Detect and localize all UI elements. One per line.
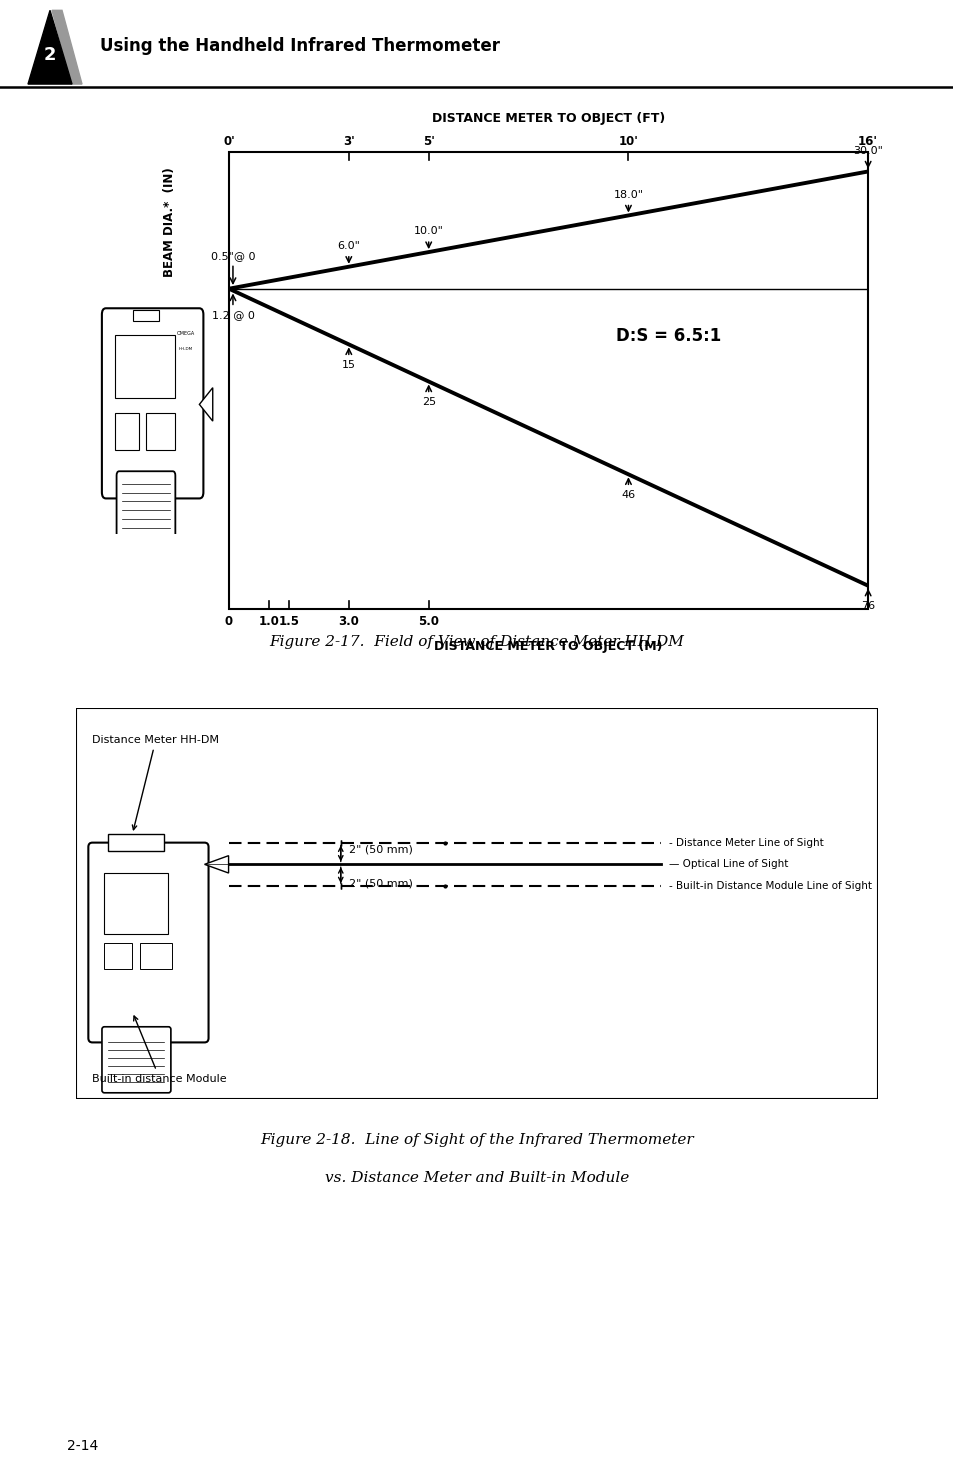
Text: 10.0": 10.0" xyxy=(414,227,443,248)
Bar xyxy=(146,413,175,450)
Text: DISTANCE METER TO OBJECT (M): DISTANCE METER TO OBJECT (M) xyxy=(434,640,662,653)
Text: Figure 2-17.  Field of View of Distance Meter HH-DM: Figure 2-17. Field of View of Distance M… xyxy=(270,634,683,649)
Text: 2-14: 2-14 xyxy=(67,1438,98,1453)
Text: 30.0": 30.0" xyxy=(852,146,882,167)
Text: 1.0: 1.0 xyxy=(258,615,279,628)
Text: BEAM DIA.*  (IN): BEAM DIA.* (IN) xyxy=(162,167,175,277)
Polygon shape xyxy=(204,855,229,873)
Text: 3.0: 3.0 xyxy=(338,615,359,628)
Text: - Built-in Distance Module Line of Sight: - Built-in Distance Module Line of Sight xyxy=(669,881,871,891)
FancyBboxPatch shape xyxy=(102,1027,171,1093)
Text: 2" (50 mm): 2" (50 mm) xyxy=(349,844,413,854)
Text: 3': 3' xyxy=(342,136,355,148)
Text: Distance Meter HH-DM: Distance Meter HH-DM xyxy=(92,735,219,830)
Text: 15: 15 xyxy=(341,350,355,370)
Bar xyxy=(104,873,169,934)
Text: 46: 46 xyxy=(620,479,635,500)
Text: 0.5"@ 0: 0.5"@ 0 xyxy=(211,251,255,283)
Text: OMEGA: OMEGA xyxy=(176,332,195,336)
Bar xyxy=(109,833,164,851)
Polygon shape xyxy=(28,10,71,84)
Text: 2: 2 xyxy=(44,46,56,63)
Text: Figure 2-18.  Line of Sight of the Infrared Thermometer: Figure 2-18. Line of Sight of the Infrar… xyxy=(260,1133,693,1146)
Text: - Distance Meter Line of Sight: - Distance Meter Line of Sight xyxy=(669,838,823,848)
Bar xyxy=(115,413,139,450)
Text: HH-DM: HH-DM xyxy=(179,347,193,351)
Text: 0': 0' xyxy=(223,136,234,148)
Text: vs. Distance Meter and Built-in Module: vs. Distance Meter and Built-in Module xyxy=(325,1171,628,1184)
Text: 2" (50 mm): 2" (50 mm) xyxy=(349,879,413,889)
Text: D:S = 6.5:1: D:S = 6.5:1 xyxy=(615,326,720,345)
Text: DISTANCE METER TO OBJECT (FT): DISTANCE METER TO OBJECT (FT) xyxy=(432,112,664,124)
Bar xyxy=(140,943,172,969)
Text: 1.2 @ 0: 1.2 @ 0 xyxy=(212,295,254,320)
Polygon shape xyxy=(199,388,213,422)
FancyBboxPatch shape xyxy=(89,842,209,1043)
Text: BEAM DIA.*  (CM): BEAM DIA.* (CM) xyxy=(162,391,175,507)
Text: 76: 76 xyxy=(861,590,874,611)
FancyBboxPatch shape xyxy=(116,471,175,538)
Text: 5.0: 5.0 xyxy=(417,615,438,628)
Text: 25: 25 xyxy=(421,386,436,407)
Text: — Optical Line of Sight: — Optical Line of Sight xyxy=(669,860,788,869)
Bar xyxy=(115,335,175,398)
Bar xyxy=(104,943,132,969)
FancyBboxPatch shape xyxy=(102,308,203,499)
Text: 6.0": 6.0" xyxy=(337,240,360,263)
Text: 0: 0 xyxy=(225,615,233,628)
Text: 1.5: 1.5 xyxy=(278,615,299,628)
Text: Built-in distance Module: Built-in distance Module xyxy=(92,1016,227,1084)
Text: 16': 16' xyxy=(858,136,877,148)
Text: 5': 5' xyxy=(422,136,435,148)
Bar xyxy=(132,310,159,320)
Text: Using the Handheld Infrared Thermometer: Using the Handheld Infrared Thermometer xyxy=(100,37,499,55)
Text: 18.0": 18.0" xyxy=(613,190,642,211)
Text: 10': 10' xyxy=(618,136,638,148)
Polygon shape xyxy=(52,10,82,84)
